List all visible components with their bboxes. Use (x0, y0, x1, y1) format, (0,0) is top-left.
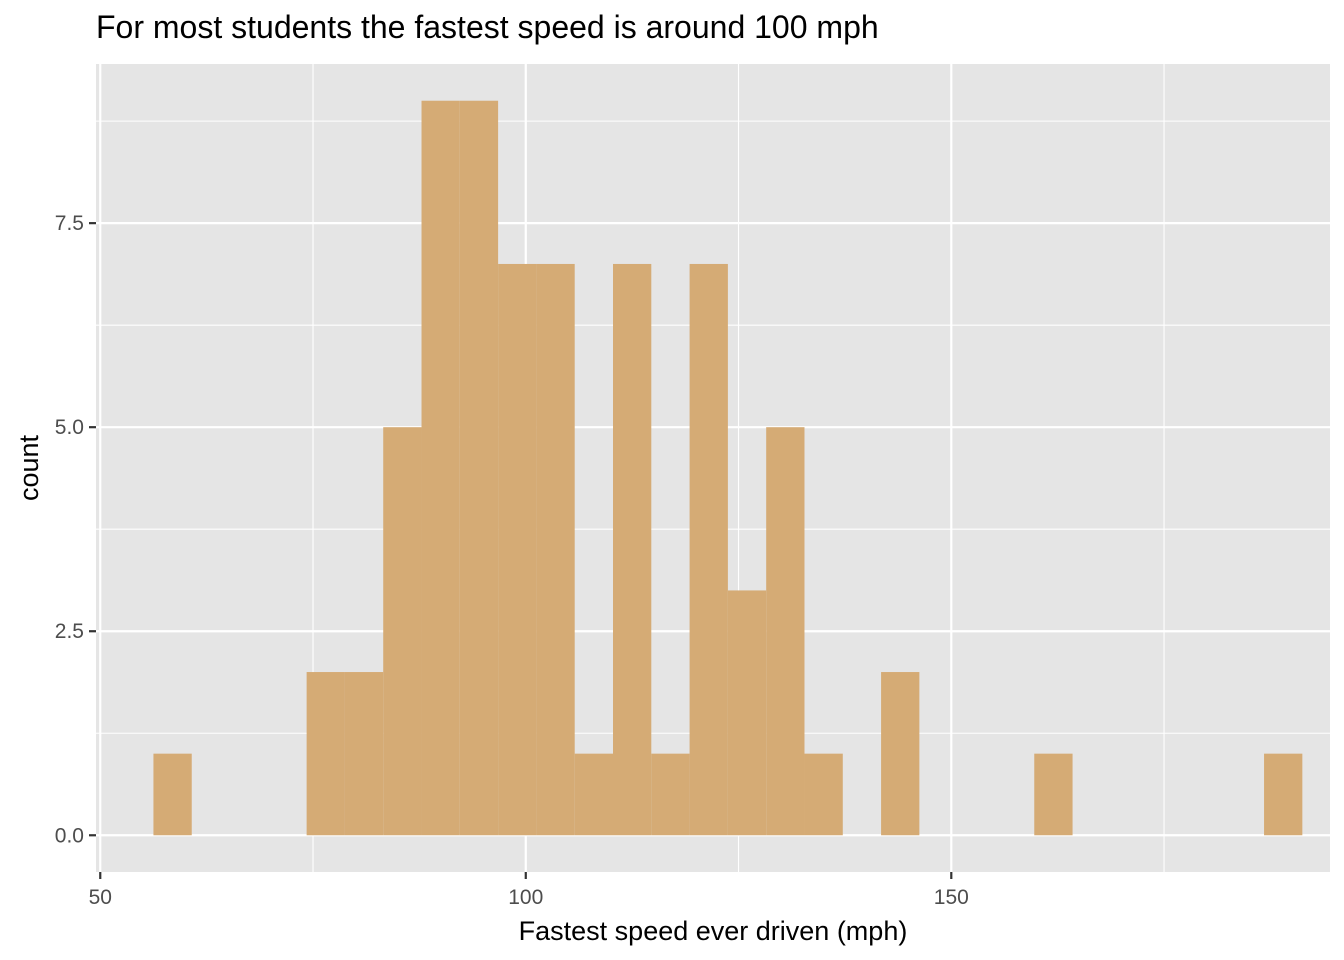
y-tick-label: 5.0 (55, 416, 84, 439)
histogram-bar (881, 672, 920, 836)
x-tick-label: 50 (89, 886, 112, 909)
histogram-bar (727, 590, 767, 836)
x-axis: 50 100 150 (89, 872, 969, 909)
x-tick-label: 100 (508, 886, 543, 909)
histogram-bar (804, 753, 843, 836)
y-tick-label: 0.0 (55, 824, 84, 847)
histogram-bar (1264, 753, 1303, 836)
y-axis: 0.0 2.5 5.0 7.5 (55, 212, 96, 847)
histogram-bar (613, 263, 652, 836)
histogram-bar (421, 100, 460, 836)
histogram-bar (651, 753, 690, 836)
histogram-bars (153, 100, 1303, 836)
x-axis-title: Fastest speed ever driven (mph) (519, 916, 908, 946)
histogram-bar (536, 263, 575, 836)
y-tick-label: 7.5 (55, 212, 84, 235)
histogram-bar (383, 427, 422, 836)
histogram-bar (306, 672, 345, 836)
histogram-bar (498, 263, 537, 836)
histogram-bar (1034, 753, 1073, 836)
histogram-bar (574, 753, 614, 836)
y-tick-label: 2.5 (55, 620, 84, 643)
histogram-bar (689, 263, 728, 836)
histogram-bar (153, 753, 192, 836)
histogram-bar (344, 672, 384, 836)
histogram-bar (766, 427, 805, 836)
x-tick-label: 150 (934, 886, 969, 909)
histogram-bar (459, 100, 499, 836)
chart-title: For most students the fastest speed is a… (96, 9, 879, 45)
y-axis-title: count (14, 434, 44, 501)
